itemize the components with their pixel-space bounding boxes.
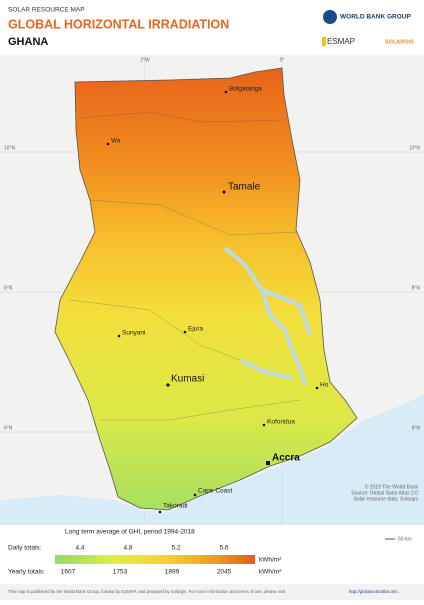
legend-yearly-label: Yearly totals: bbox=[8, 569, 45, 576]
legend-unit: kWh/m² bbox=[259, 557, 282, 564]
wbg-globe bbox=[323, 10, 337, 24]
yearly-tick: 1607 bbox=[61, 569, 76, 576]
graticule-label: 8°N bbox=[412, 285, 421, 291]
city-label: Sunyani bbox=[122, 330, 146, 337]
graticule-label: 6°N bbox=[412, 425, 421, 431]
daily-tick: 4.8 bbox=[123, 545, 132, 552]
sea bbox=[0, 445, 330, 525]
city-label: Cape Coast bbox=[198, 488, 233, 495]
city-label: Tamale bbox=[228, 182, 261, 193]
legend-daily-label: Daily totals: bbox=[8, 545, 42, 552]
logo-esmap: ESMAP bbox=[327, 37, 355, 46]
credit: © 2019 The World Bank bbox=[365, 483, 419, 490]
sea bbox=[300, 395, 424, 525]
credit: Source: Global Solar Atlas 2.0 bbox=[351, 490, 418, 496]
logo-solargis: SOLARGIS bbox=[385, 39, 414, 45]
city-label: Bolgatanga bbox=[229, 86, 262, 93]
graticule-label: 8°N bbox=[4, 285, 13, 291]
daily-tick: 5.6 bbox=[219, 545, 228, 552]
city-label: Koforidua bbox=[267, 419, 295, 426]
city-label: Ho bbox=[320, 382, 329, 389]
graticule-label: 10°N bbox=[4, 145, 16, 151]
legend-unit: kWh/m² bbox=[259, 569, 282, 576]
graticule-label: 0° bbox=[280, 57, 285, 63]
legend-title: Long term average of GHI, period 1994-20… bbox=[65, 529, 195, 536]
city-label: Accra bbox=[272, 453, 300, 464]
title: GLOBAL HORIZONTAL IRRADIATION bbox=[8, 17, 229, 31]
lake-volta bbox=[223, 246, 312, 386]
daily-tick: 4.4 bbox=[75, 545, 84, 552]
footer-text: This map is published by the World Bank … bbox=[8, 589, 286, 594]
esmap-mark bbox=[322, 37, 326, 46]
country: GHANA bbox=[8, 36, 48, 48]
graticule-label: 2°W bbox=[140, 57, 150, 63]
footer-link[interactable]: http://globalsolaratlas.info. bbox=[349, 589, 399, 594]
graticule-label: 6°N bbox=[4, 425, 13, 431]
legend-ticks: 4.4 4.8 5.2 5.6 1607 1753 1899 2045 bbox=[61, 545, 232, 576]
ghana bbox=[54, 67, 358, 511]
city-label: Kumasi bbox=[171, 374, 204, 385]
city-markers bbox=[106, 90, 319, 514]
yearly-tick: 1753 bbox=[113, 569, 128, 576]
daily-tick: 5.2 bbox=[171, 545, 180, 552]
yearly-tick: 1899 bbox=[165, 569, 180, 576]
scale-label: 50 km bbox=[398, 536, 412, 542]
city-label: Wa bbox=[111, 138, 121, 145]
kicker: SOLAR RESOURCE MAP bbox=[8, 7, 85, 14]
credit: Solar resource data: Solargis bbox=[354, 496, 419, 502]
regions bbox=[69, 111, 301, 421]
graticule-label: 10°N bbox=[409, 145, 421, 151]
footer-bg bbox=[0, 584, 424, 600]
yearly-tick: 2045 bbox=[217, 569, 232, 576]
color-bar bbox=[55, 555, 255, 564]
city-label: Ejura bbox=[188, 326, 204, 333]
city-label: Takoradi bbox=[163, 503, 188, 510]
logo-wbg: WORLD BANK GROUP bbox=[340, 14, 411, 21]
